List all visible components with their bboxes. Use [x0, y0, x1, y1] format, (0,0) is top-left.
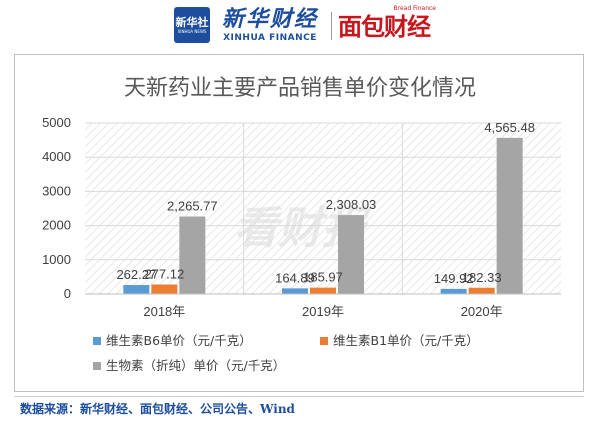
- bread-finance-cn: 面包财经: [338, 13, 431, 41]
- legend-swatch: [93, 337, 101, 345]
- data-label: 2,265.77: [167, 199, 218, 214]
- data-label: 277.12: [144, 267, 184, 282]
- bar-1: [123, 285, 150, 294]
- y-tick-label: 3000: [42, 183, 71, 198]
- bar-2: [310, 287, 336, 294]
- x-axis-ticks: 2018年 2019年 2020年: [143, 304, 502, 319]
- chart-frame: 天新药业主要产品销售单价变化情况 0 1000 2000 3000 4000 5000 看…: [14, 54, 584, 392]
- bar-3: [338, 215, 364, 294]
- xinhua-finance-cn: 新华财经: [221, 6, 318, 32]
- chart-title: 天新药业主要产品销售单价变化情况: [124, 76, 476, 101]
- legend-swatch: [93, 362, 101, 370]
- legend-label: 维生素B1单价（元/千克）: [333, 333, 479, 348]
- bar-3: [179, 216, 206, 294]
- y-tick-label: 5000: [42, 115, 71, 130]
- bar-2: [468, 287, 495, 294]
- bar-3: [496, 137, 523, 294]
- x-tick-label: 2020年: [461, 304, 503, 319]
- data-label: 182.33: [462, 270, 502, 285]
- y-tick-label: 4000: [42, 149, 71, 164]
- data-label: 149.92: [434, 271, 474, 286]
- bread-finance-logo: Bread Finance 面包财经: [338, 5, 438, 41]
- bar-1: [282, 288, 308, 294]
- xinhua-news-logo: 新华社 XINHUA NEWS: [174, 7, 210, 43]
- data-label: 4,565.48: [484, 120, 535, 135]
- bar-1: [440, 288, 467, 294]
- data-label: 262.27: [116, 267, 156, 282]
- plot-area: [85, 123, 561, 294]
- header: 新华社 XINHUA NEWS 新华财经 XINHUA FINANCE Brea…: [0, 0, 600, 50]
- xinhua-badge-cn: 新华社: [175, 15, 209, 29]
- y-axis-ticks: 0 1000 2000 3000 4000 5000: [42, 115, 71, 301]
- legend: 维生素B6单价（元/千克） 维生素B1单价（元/千克） 生物素（折纯）单价（元/千克…: [93, 333, 479, 373]
- data-label: 2,308.03: [326, 197, 377, 212]
- footer-divider: [14, 396, 584, 397]
- logo-divider: [331, 12, 332, 40]
- source-note: 数据来源：新华财经、面包财经、公司公告、Wind: [20, 402, 295, 416]
- y-tick-label: 2000: [42, 218, 71, 233]
- xinhua-finance-logo: 新华财经 XINHUA FINANCE: [215, 6, 325, 44]
- bread-finance-en: Bread Finance: [393, 5, 437, 12]
- gridlines: [85, 122, 561, 294]
- xinhua-finance-en: XINHUA FINANCE: [223, 33, 317, 43]
- bar-2: [151, 284, 178, 294]
- legend-label: 维生素B6单价（元/千克）: [106, 333, 252, 348]
- x-tick-label: 2018年: [143, 304, 185, 319]
- legend-swatch: [320, 337, 328, 345]
- data-label: 164.89: [275, 270, 315, 285]
- data-label: 185.97: [303, 270, 343, 285]
- legend-label: 生物素（折纯）单价（元/千克）: [106, 358, 285, 373]
- y-tick-label: 0: [64, 286, 71, 301]
- y-tick-label: 1000: [42, 252, 71, 267]
- x-tick-label: 2019年: [302, 304, 344, 319]
- bars: [123, 137, 523, 294]
- xinhua-badge-en: XINHUA NEWS: [177, 28, 207, 34]
